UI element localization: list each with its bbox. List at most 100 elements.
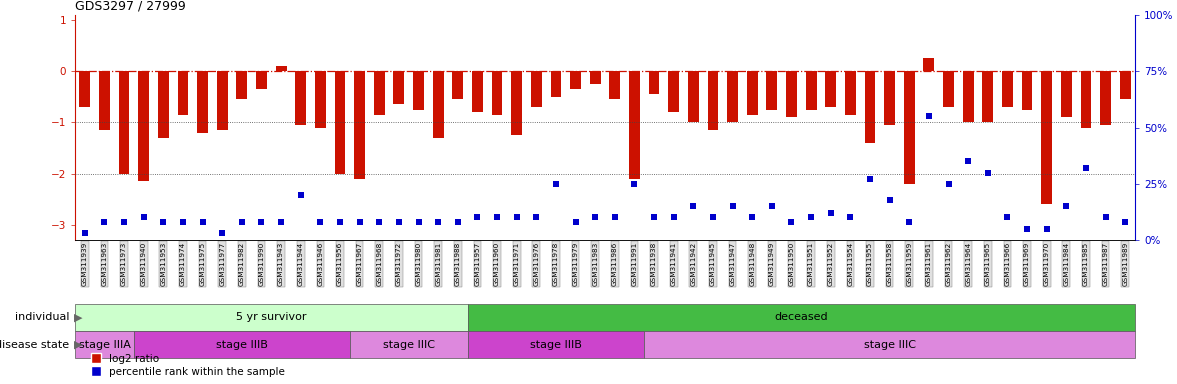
Point	[1096, 214, 1115, 220]
Bar	[747, 71, 758, 115]
Point	[860, 176, 879, 182]
Bar	[452, 71, 464, 99]
Point	[840, 214, 859, 220]
Bar	[472, 71, 483, 112]
Point	[822, 210, 840, 216]
Bar	[75, 331, 134, 358]
Legend: log2 ratio, percentile rank within the sample: log2 ratio, percentile rank within the s…	[92, 354, 285, 377]
Bar	[610, 71, 620, 99]
Bar	[963, 71, 973, 122]
Bar	[825, 71, 836, 107]
Point	[880, 197, 899, 203]
Bar	[79, 71, 91, 107]
Point	[75, 230, 94, 236]
Bar	[139, 71, 149, 181]
Point	[507, 214, 526, 220]
Bar	[467, 304, 1135, 331]
Bar	[315, 71, 326, 127]
Bar	[1119, 71, 1131, 99]
Bar	[570, 71, 581, 89]
Text: stage IIIB: stage IIIB	[530, 339, 581, 349]
Point	[390, 219, 408, 225]
Point	[802, 214, 820, 220]
Bar	[350, 331, 467, 358]
Bar	[1002, 71, 1012, 107]
Point	[193, 219, 212, 225]
Point	[232, 219, 251, 225]
Point	[1077, 165, 1096, 171]
Point	[645, 214, 664, 220]
Point	[664, 214, 683, 220]
Point	[428, 219, 447, 225]
Bar	[467, 331, 644, 358]
Point	[154, 219, 173, 225]
Bar	[257, 71, 267, 89]
Bar	[924, 58, 935, 71]
Point	[173, 219, 192, 225]
Bar	[629, 71, 640, 179]
Bar	[178, 71, 188, 115]
Point	[605, 214, 624, 220]
Point	[704, 214, 723, 220]
Point	[743, 214, 762, 220]
Bar	[75, 304, 467, 331]
Bar	[295, 71, 306, 125]
Point	[252, 219, 271, 225]
Text: stage IIIA: stage IIIA	[79, 339, 131, 349]
Point	[763, 203, 782, 209]
Bar	[393, 71, 404, 104]
Point	[370, 219, 388, 225]
Point	[527, 214, 546, 220]
Text: individual: individual	[14, 313, 69, 323]
Bar	[1100, 71, 1111, 125]
Bar	[217, 71, 227, 130]
Bar	[1060, 71, 1072, 117]
Text: stage IIIC: stage IIIC	[383, 339, 434, 349]
Bar	[492, 71, 503, 115]
Bar	[354, 71, 365, 179]
Bar	[786, 71, 797, 117]
Point	[487, 214, 506, 220]
Bar	[374, 71, 385, 115]
Point	[95, 219, 114, 225]
Bar	[134, 331, 350, 358]
Point	[114, 219, 133, 225]
Bar	[413, 71, 424, 109]
Point	[351, 219, 370, 225]
Bar	[943, 71, 953, 107]
Point	[410, 219, 428, 225]
Point	[978, 169, 997, 175]
Point	[272, 219, 291, 225]
Bar	[904, 71, 915, 184]
Bar	[644, 331, 1135, 358]
Bar	[334, 71, 345, 174]
Point	[546, 181, 565, 187]
Point	[900, 219, 919, 225]
Point	[213, 230, 232, 236]
Text: ▶: ▶	[74, 339, 82, 349]
Point	[782, 219, 800, 225]
Bar	[511, 71, 523, 135]
Point	[723, 203, 742, 209]
Text: 5 yr survivor: 5 yr survivor	[237, 313, 306, 323]
Bar	[275, 66, 286, 71]
Bar	[983, 71, 993, 122]
Bar	[865, 71, 876, 143]
Text: stage IIIB: stage IIIB	[215, 339, 268, 349]
Bar	[433, 71, 444, 138]
Text: ▶: ▶	[74, 313, 82, 323]
Point	[331, 219, 350, 225]
Point	[1116, 219, 1135, 225]
Bar	[590, 71, 600, 84]
Text: disease state: disease state	[0, 339, 69, 349]
Bar	[649, 71, 659, 94]
Bar	[1042, 71, 1052, 204]
Point	[292, 192, 311, 198]
Point	[959, 158, 978, 164]
Point	[586, 214, 605, 220]
Text: GDS3297 / 27999: GDS3297 / 27999	[75, 0, 186, 12]
Bar	[1022, 71, 1032, 109]
Bar	[198, 71, 208, 132]
Point	[939, 181, 958, 187]
Bar	[237, 71, 247, 99]
